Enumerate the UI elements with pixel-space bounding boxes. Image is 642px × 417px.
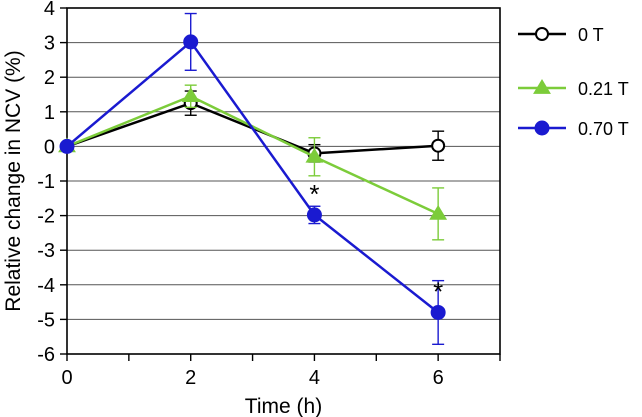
y-tick-label: 4 xyxy=(44,0,55,20)
x-axis-title: Time (h) xyxy=(245,395,322,417)
data-point-marker xyxy=(430,304,446,320)
y-tick-label: -6 xyxy=(37,344,55,366)
legend-label: 0 T xyxy=(578,25,604,45)
data-point-marker xyxy=(306,207,322,223)
y-tick-label: 1 xyxy=(44,102,55,124)
legend-label: 0.21 T xyxy=(578,79,629,99)
grid-lines xyxy=(67,42,500,320)
x-tick-label: 4 xyxy=(309,367,320,389)
data-series xyxy=(58,12,448,346)
legend-entry: 0 T xyxy=(518,25,604,45)
y-tick-label: -3 xyxy=(37,240,55,262)
data-point-marker xyxy=(181,87,200,103)
data-point-marker xyxy=(533,79,551,94)
y-tick-label: 0 xyxy=(44,136,55,158)
legend-entry: 0.70 T xyxy=(518,119,629,139)
y-tick-label: -5 xyxy=(37,309,55,331)
y-tick-label: -1 xyxy=(37,171,55,193)
data-point-marker xyxy=(535,27,549,41)
series-0-70-t xyxy=(59,12,446,346)
legend-entry: 0.21 T xyxy=(518,79,629,99)
series-0-21-t xyxy=(58,84,448,241)
data-point-marker xyxy=(534,120,550,136)
series-line xyxy=(66,94,439,216)
data-point-marker xyxy=(59,138,75,154)
y-axis-title: Relative change in NCV (%) xyxy=(2,50,25,311)
x-tick-label: 0 xyxy=(61,367,72,389)
y-tick-label: 3 xyxy=(44,33,55,55)
data-point-marker xyxy=(431,138,446,153)
axes: 4 3 2 1 0 -1 -2 -3 -4 -5 -6 0 2 4 6 xyxy=(37,0,501,389)
data-point-marker xyxy=(305,147,324,163)
data-point-marker xyxy=(183,34,199,50)
annotations: ** xyxy=(309,179,443,307)
y-tick-label: -2 xyxy=(37,206,55,228)
legend-label: 0.70 T xyxy=(578,119,629,139)
y-tick-label: -4 xyxy=(37,275,55,297)
y-tick-label: 2 xyxy=(44,67,55,89)
series-line xyxy=(66,40,439,314)
significance-marker: * xyxy=(433,276,443,306)
significance-marker: * xyxy=(309,179,319,209)
data-point-marker xyxy=(429,204,448,220)
x-tick-label: 6 xyxy=(433,367,444,389)
legend: 0 T 0.21 T 0.70 T xyxy=(518,25,629,139)
x-tick-label: 2 xyxy=(185,367,196,389)
